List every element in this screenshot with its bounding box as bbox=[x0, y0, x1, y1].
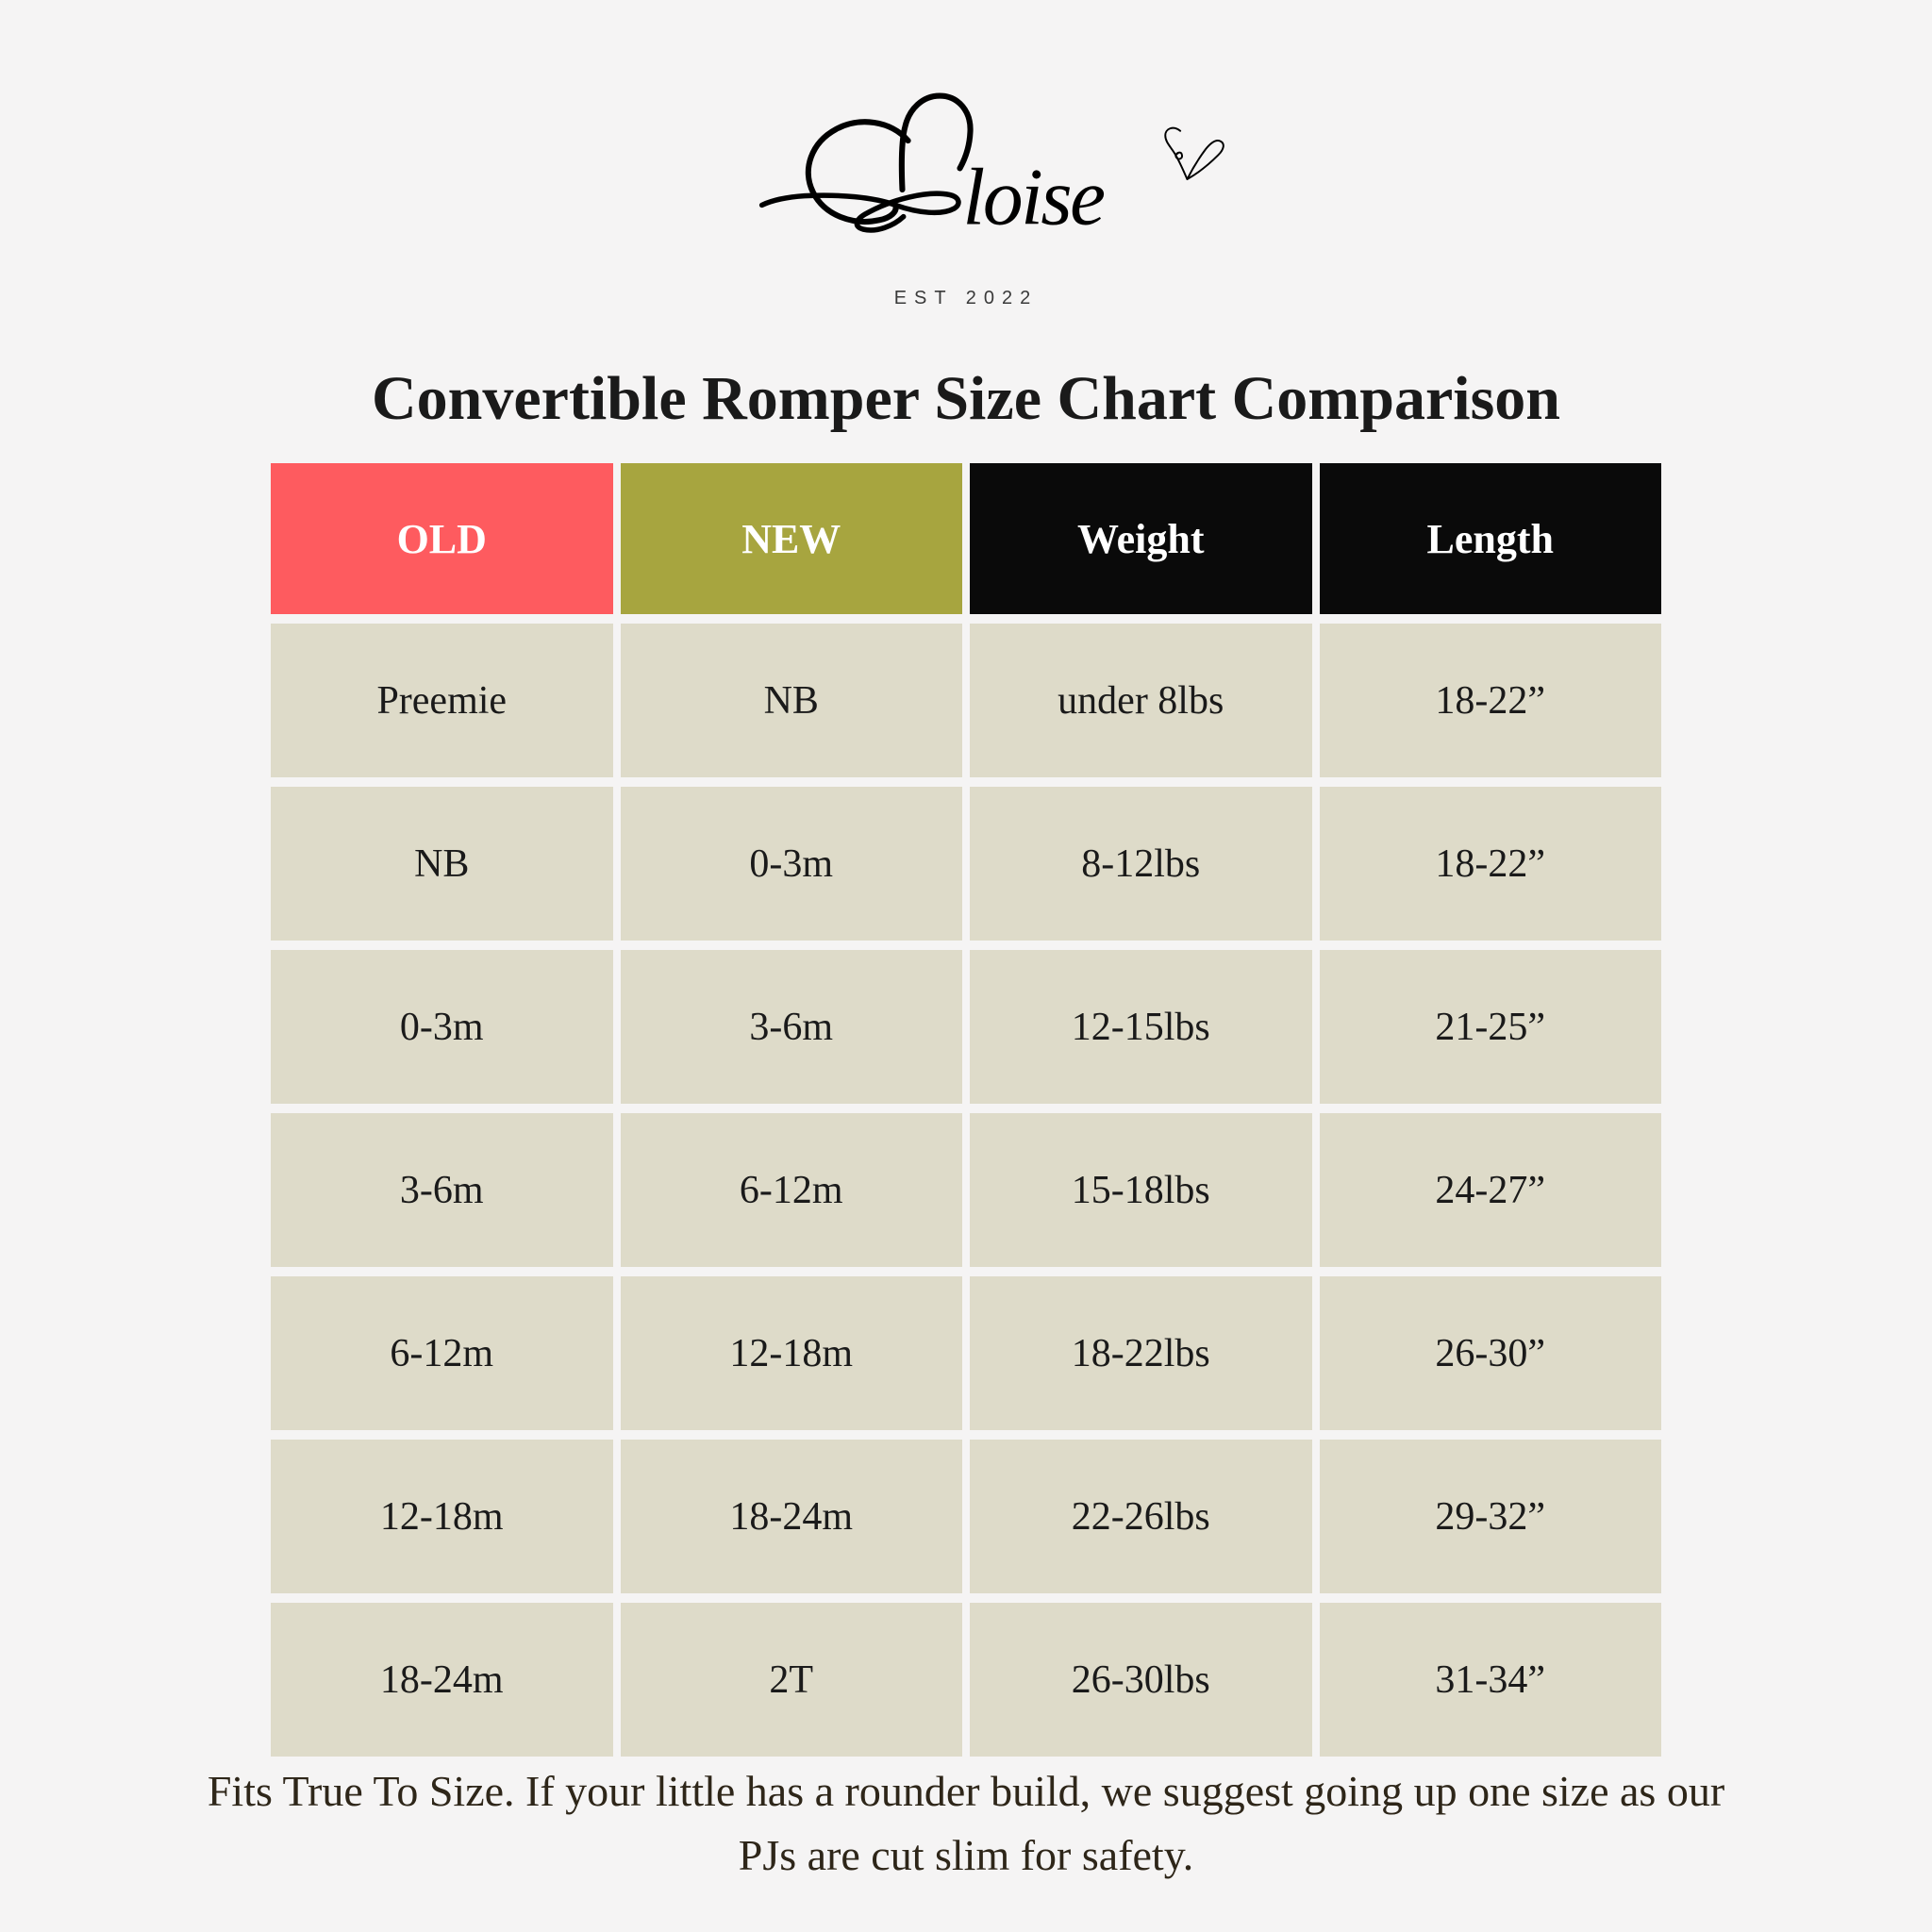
svg-text:loise: loise bbox=[963, 154, 1105, 242]
